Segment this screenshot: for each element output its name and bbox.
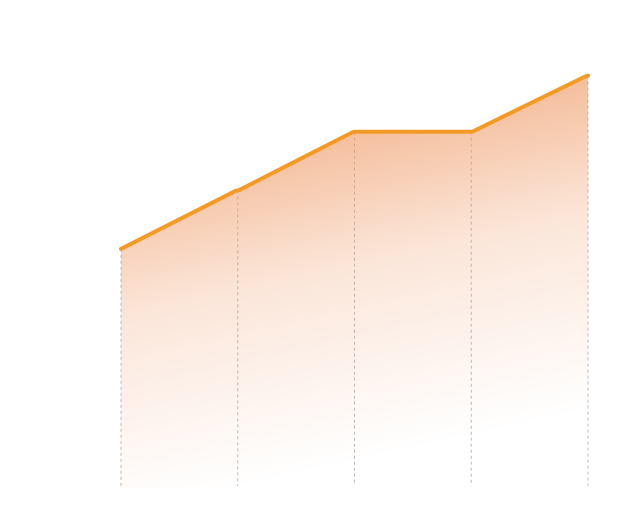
series-line-segment-2 — [237, 129, 355, 193]
series-area-fill — [121, 75, 588, 488]
data-point-5 — [586, 73, 590, 78]
series-line-segment-1 — [120, 188, 238, 251]
area-fill-layer — [121, 75, 588, 488]
data-point-4 — [469, 129, 474, 134]
data-point-1 — [119, 246, 123, 251]
data-point-3 — [352, 129, 357, 134]
series-line-segment-4 — [471, 73, 588, 134]
data-point-2 — [235, 188, 240, 193]
series-line-layer — [119, 73, 590, 251]
